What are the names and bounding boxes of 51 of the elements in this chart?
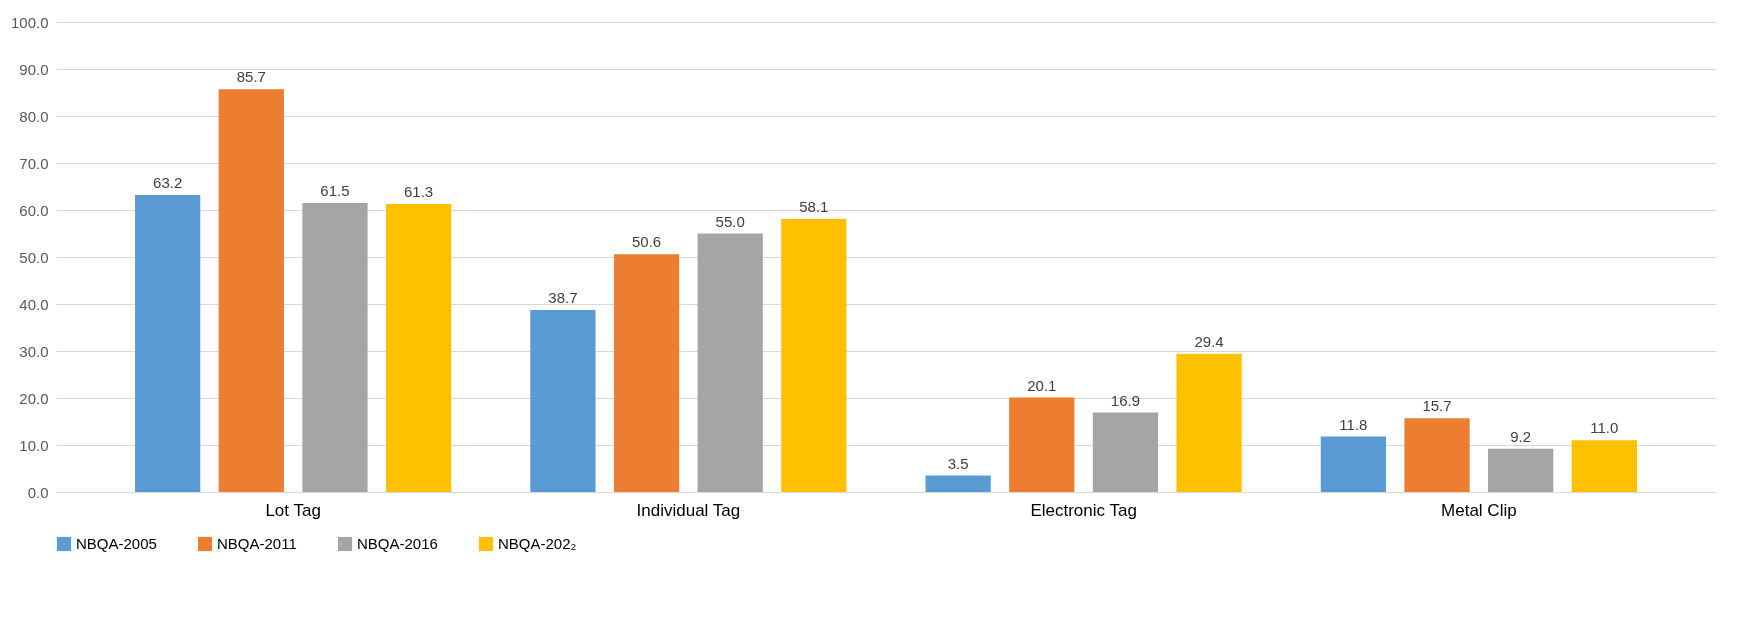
bar <box>697 233 763 492</box>
bar <box>781 218 847 492</box>
x-tick-label: Individual Tag <box>636 500 741 520</box>
data-label: 11.0 <box>1590 419 1619 437</box>
bar <box>1571 440 1637 492</box>
bar <box>530 310 596 492</box>
bar <box>1488 448 1554 492</box>
y-tick-label: 80.0 <box>19 107 49 125</box>
data-label: 61.5 <box>320 181 350 199</box>
y-tick-label: 70.0 <box>19 154 49 172</box>
bar <box>1009 397 1075 492</box>
data-label: 29.4 <box>1194 332 1224 350</box>
bar <box>1404 418 1470 492</box>
bar <box>1320 436 1387 492</box>
data-label: 50.6 <box>631 233 662 251</box>
y-tick-label: 0.0 <box>27 483 49 501</box>
data-label: 38.7 <box>548 289 578 307</box>
data-label: 55.0 <box>715 212 745 230</box>
y-tick-label: 50.0 <box>19 248 49 266</box>
bar <box>385 203 452 492</box>
y-tick-label: 40.0 <box>19 295 49 313</box>
legend-label: NBQA-2005 <box>76 535 157 552</box>
bar <box>135 194 201 492</box>
data-label: 20.1 <box>1027 376 1057 394</box>
y-tick-label: 60.0 <box>19 201 49 219</box>
bar <box>613 254 680 492</box>
data-label: 9.2 <box>1510 427 1532 445</box>
y-tick-label: 30.0 <box>19 342 49 360</box>
data-label: 58.1 <box>799 197 829 215</box>
data-label: 15.7 <box>1422 397 1452 415</box>
x-tick-label: Metal Clip <box>1441 500 1517 520</box>
bar <box>302 202 368 492</box>
y-tick-label: 90.0 <box>19 60 49 78</box>
legend-label: NBQA-202₂ <box>498 535 577 552</box>
data-label: 85.7 <box>236 68 266 86</box>
data-label: 3.5 <box>947 454 969 472</box>
y-tick-label: 100.0 <box>10 13 49 31</box>
y-tick-label: 10.0 <box>19 436 49 454</box>
y-tick-label: 20.0 <box>19 389 49 407</box>
data-label: 63.2 <box>153 173 183 191</box>
x-tick-label: Lot Tag <box>265 500 321 520</box>
data-label: 16.9 <box>1110 391 1141 409</box>
data-label: 11.8 <box>1339 415 1368 433</box>
bar <box>925 475 991 492</box>
bar <box>218 89 284 492</box>
x-tick-label: Electronic Tag <box>1030 500 1137 520</box>
legend-label: NBQA-2011 <box>217 535 297 552</box>
bar <box>1092 412 1159 492</box>
data-label: 61.3 <box>404 182 434 200</box>
bar <box>1176 353 1242 492</box>
legend-label: NBQA-2016 <box>357 535 438 552</box>
